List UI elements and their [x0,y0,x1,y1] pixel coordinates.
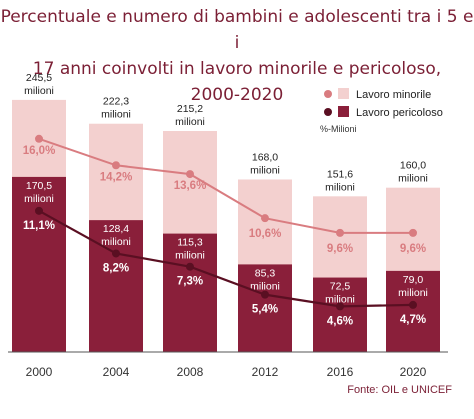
percent-label-pericoloso-2000: 11,1% [23,220,55,232]
legend-marker-pericoloso-circle [324,108,332,116]
x-tick-label-2000: 2000 [26,365,53,379]
point-percent-minorile-2012 [261,214,269,223]
point-percent-pericoloso-2000 [35,206,43,215]
legend-note: %-Milioni [320,124,357,134]
data-label-minorile-unit-2012: milioni [250,164,280,176]
data-label-pericoloso-value-2020: 79,0 [403,274,424,286]
data-label-minorile-unit-2016: milioni [325,181,355,193]
data-label-pericoloso-value-2000: 170,5 [26,180,52,192]
legend-label-minorile: Lavoro minorile [356,89,431,101]
point-percent-minorile-2020 [409,228,417,237]
legend-marker-minorile-square [338,88,349,99]
point-percent-pericoloso-2004 [112,249,120,258]
title-line-2: 17 anni coinvolti in lavoro minorile e p… [32,59,442,79]
x-tick-label-2016: 2016 [327,365,354,379]
percent-label-pericoloso-2020: 4,7% [400,314,426,326]
percent-label-pericoloso-2016: 4,6% [327,315,353,327]
bar-lavoro-pericoloso-2020 [386,270,440,352]
point-percent-minorile-2008 [186,170,194,179]
data-label-minorile-value-2000: 245,5 [26,72,52,84]
bar-lavoro-pericoloso-2016 [313,277,367,352]
data-label-pericoloso-value-2008: 115,3 [177,237,203,249]
data-label-minorile-value-2004: 222,3 [103,96,129,108]
data-label-pericoloso-value-2004: 128,4 [103,223,129,235]
data-label-minorile-unit-2004: milioni [101,109,131,121]
legend-marker-minorile-circle [324,90,332,98]
percent-label-pericoloso-2008: 7,3% [177,276,203,288]
data-label-minorile-unit-2008: milioni [175,116,205,128]
data-label-pericoloso-value-2016: 72,5 [330,281,351,293]
data-label-minorile-unit-2020: milioni [398,173,428,185]
point-percent-pericoloso-2020 [409,300,417,309]
legend-marker-pericoloso-square [338,106,349,117]
point-percent-pericoloso-2008 [186,262,194,271]
percent-label-minorile-2020: 9,6% [400,243,426,255]
data-label-minorile-value-2020: 160,0 [400,160,426,172]
x-tick-label-2020: 2020 [400,365,427,379]
percent-label-pericoloso-2012: 5,4% [252,304,278,316]
x-tick-label-2012: 2012 [252,365,279,379]
bar-lavoro-pericoloso-2012 [238,264,292,352]
data-label-pericoloso-unit-2008: milioni [175,250,205,262]
point-percent-minorile-2000 [35,134,43,143]
data-label-pericoloso-unit-2020: milioni [398,287,428,299]
data-label-pericoloso-unit-2016: milioni [325,294,355,306]
data-label-minorile-value-2016: 151,6 [327,168,353,180]
percent-label-pericoloso-2004: 8,2% [103,262,129,274]
point-percent-minorile-2004 [112,161,120,170]
x-tick-label-2004: 2004 [103,365,130,379]
percent-label-minorile-2012: 10,6% [249,228,282,240]
line-percent-minorile [38,137,413,234]
legend-label-pericoloso: Lavoro pericoloso [356,107,443,119]
data-label-pericoloso-unit-2004: milioni [101,236,131,248]
bar-lavoro-pericoloso-2008 [163,233,217,352]
chart-title: Percentuale e numero di bambini e adoles… [0,4,474,108]
data-label-pericoloso-unit-2000: milioni [24,193,54,205]
line-percent-pericoloso [38,209,414,308]
data-label-minorile-value-2008: 215,2 [177,103,203,115]
source-note: Fonte: OIL e UNICEF [347,384,452,396]
data-label-minorile-value-2012: 168,0 [252,151,278,163]
point-percent-minorile-2016 [336,228,344,237]
point-percent-pericoloso-2012 [261,290,269,299]
bar-lavoro-pericoloso-2000 [12,176,66,352]
x-tick-label-2008: 2008 [177,365,204,379]
data-label-pericoloso-value-2012: 85,3 [255,267,276,279]
percent-label-minorile-2016: 9,6% [327,243,353,255]
bar-lavoro-pericoloso-2004 [89,220,143,352]
point-percent-pericoloso-2016 [336,302,344,311]
data-label-pericoloso-unit-2012: milioni [250,280,280,292]
title-line-3: 2000-2020 [190,85,284,105]
data-label-minorile-unit-2000: milioni [24,85,54,97]
percent-label-minorile-2008: 13,6% [174,180,207,192]
percent-label-minorile-2004: 14,2% [100,171,133,183]
percent-label-minorile-2000: 16,0% [23,145,56,157]
title-line-1: Percentuale e numero di bambini e adoles… [0,7,474,53]
